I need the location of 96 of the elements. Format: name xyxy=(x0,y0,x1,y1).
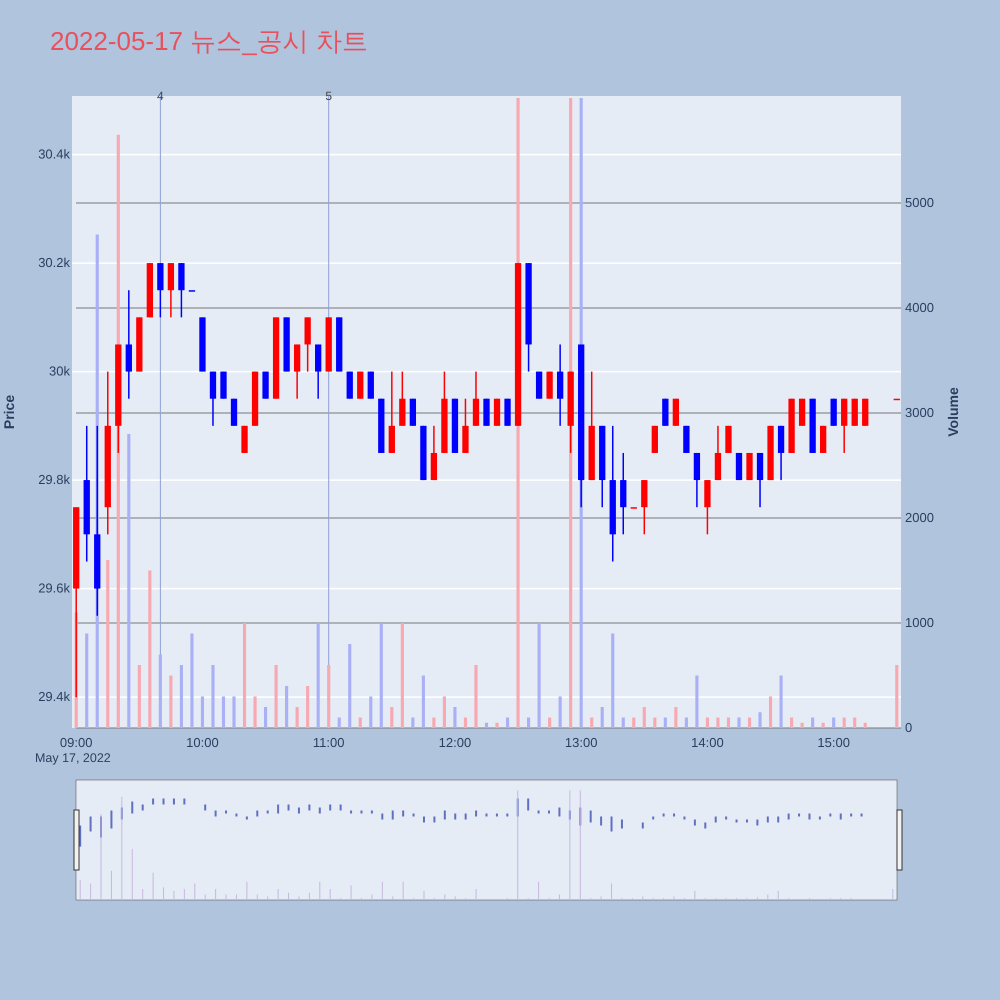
x-tick-label: 12:00 xyxy=(438,735,472,750)
bar xyxy=(169,676,172,728)
bar xyxy=(748,718,752,728)
bar xyxy=(716,718,720,728)
bar xyxy=(369,696,372,728)
y2-tick-label: 4000 xyxy=(905,300,934,315)
bar xyxy=(538,623,541,728)
bar xyxy=(611,634,614,728)
bar xyxy=(642,707,646,728)
bar xyxy=(442,696,446,728)
bar xyxy=(506,718,510,728)
bar xyxy=(842,718,846,728)
bar xyxy=(242,623,246,728)
ref-line-label: 4 xyxy=(157,89,164,103)
bar xyxy=(432,718,436,728)
bar xyxy=(158,654,162,728)
x-tick-label: 09:00 xyxy=(60,735,92,750)
bar xyxy=(316,623,320,728)
bar xyxy=(853,718,856,728)
y-axis-title: Price xyxy=(1,394,17,430)
bar xyxy=(800,722,804,728)
text: May 17, 2022 xyxy=(35,751,111,765)
bar xyxy=(527,718,530,728)
y-tick-label: 30.4k xyxy=(38,146,70,162)
y2-tick-label: 3000 xyxy=(905,404,934,420)
bar xyxy=(548,718,552,728)
bar xyxy=(327,665,330,728)
bar xyxy=(695,676,698,728)
bar xyxy=(811,718,814,728)
bar xyxy=(138,665,141,728)
bar xyxy=(348,644,352,728)
bar xyxy=(253,696,257,728)
bar xyxy=(822,722,825,728)
bar xyxy=(106,560,110,728)
ref-line-label: 5 xyxy=(325,89,332,103)
bar xyxy=(148,570,152,728)
bar xyxy=(832,718,836,728)
bar xyxy=(706,718,710,728)
chart-title: 2022-05-17 뉴스_공시 차트 xyxy=(50,26,368,56)
y-tick-label: 30k xyxy=(49,364,70,379)
bar xyxy=(400,623,404,728)
bar xyxy=(768,696,772,728)
bar xyxy=(180,665,183,728)
bar xyxy=(726,718,730,728)
y-tick-label: 30.2k xyxy=(38,255,70,270)
y2-axis-title: Volume xyxy=(945,387,961,437)
bar xyxy=(306,686,310,728)
bar xyxy=(632,718,636,728)
y2-tick-label: 1000 xyxy=(905,615,934,630)
bar xyxy=(590,718,594,728)
bar xyxy=(464,718,468,728)
x-tick-label: 11:00 xyxy=(312,735,344,750)
bar xyxy=(474,665,478,728)
bar xyxy=(484,722,488,728)
bar xyxy=(779,676,783,728)
bar xyxy=(358,718,362,728)
bar xyxy=(895,665,898,728)
bar xyxy=(684,718,688,728)
bar xyxy=(285,686,288,728)
bar xyxy=(495,722,499,728)
y-tick-label: 29.6k xyxy=(38,580,70,596)
bar xyxy=(653,718,656,728)
bar xyxy=(264,707,268,728)
y2-tick-label: 5000 xyxy=(905,194,934,210)
bar xyxy=(190,634,194,728)
y-tick-label: 29.8k xyxy=(38,472,70,488)
bar xyxy=(222,696,226,728)
bar xyxy=(274,665,278,728)
bar xyxy=(338,718,341,728)
y2-tick-label: 2000 xyxy=(905,510,934,525)
x-tick-label: 14:00 xyxy=(691,735,724,750)
y-tick-label: 29.4k xyxy=(38,689,70,704)
bar xyxy=(127,434,130,728)
bar xyxy=(790,718,794,728)
bar xyxy=(864,722,867,728)
bar xyxy=(664,718,667,728)
bar xyxy=(390,707,394,728)
bar xyxy=(200,696,204,728)
bar xyxy=(622,718,625,728)
bar xyxy=(422,676,425,728)
y2-tick-label: 0 xyxy=(905,720,912,735)
bar xyxy=(453,707,457,728)
bar xyxy=(380,623,383,728)
x-tick-label: 13:00 xyxy=(564,735,598,750)
bar xyxy=(600,707,604,728)
bar xyxy=(737,718,741,728)
bar xyxy=(232,696,236,728)
bar xyxy=(411,718,414,728)
bar xyxy=(558,696,562,728)
bar xyxy=(211,665,215,728)
x-tick-label: 15:00 xyxy=(817,735,850,750)
bar xyxy=(758,712,762,728)
bar xyxy=(674,707,678,728)
x-tick-label: 10:00 xyxy=(186,735,219,750)
bar xyxy=(296,707,299,728)
bar xyxy=(85,634,88,728)
